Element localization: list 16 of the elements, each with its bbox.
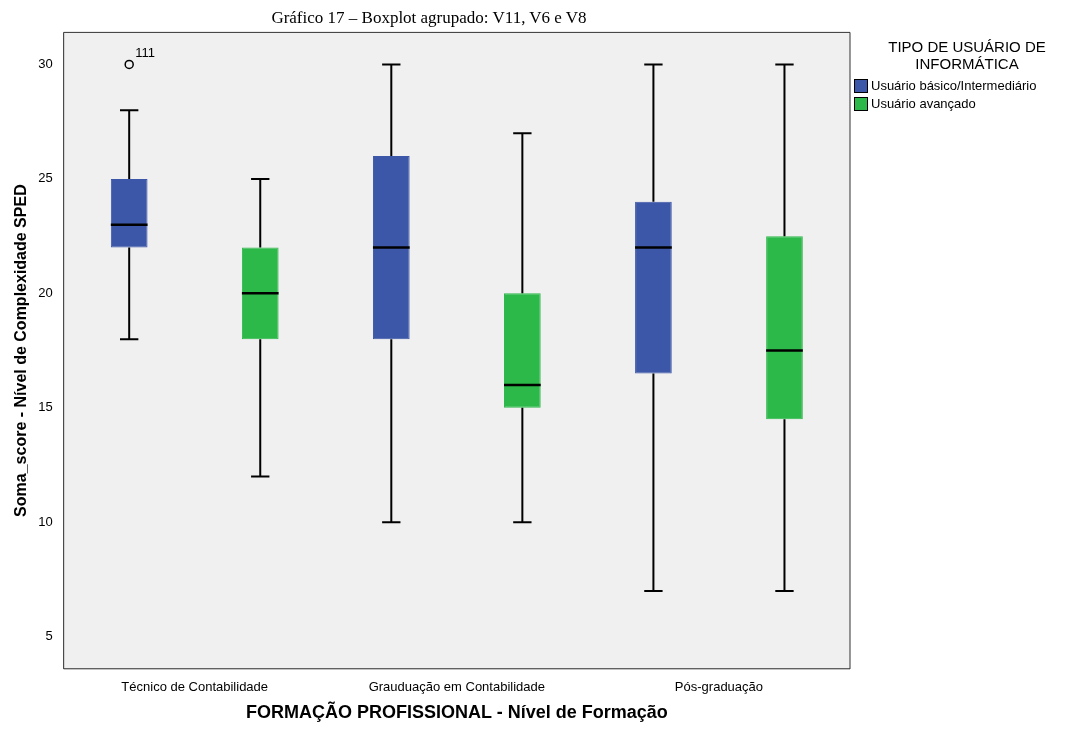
y-axis-title: Soma_score - Nível de Complexidade SPED: [12, 184, 30, 517]
y-tick-label: 10: [38, 513, 53, 529]
legend-label: Usuário avançado: [871, 96, 976, 111]
chart-title: Gráfico 17 – Boxplot agrupado: V11, V6 e V8: [271, 7, 587, 27]
legend-title: TIPO DE USUÁRIO DE INFORMÁTICA: [887, 38, 1047, 72]
y-tick-label: 5: [45, 628, 53, 644]
x-tick-label: Grauduação em Contabilidade: [368, 679, 545, 695]
x-tick-label: Pós-graduação: [674, 679, 764, 695]
x-axis-title: FORMAÇÃO PROFISSIONAL - Nível de Formação: [245, 701, 668, 723]
y-tick-label: 30: [38, 56, 53, 72]
annotation: 111: [135, 44, 155, 60]
x-tick-label: Técnico de Contabilidade: [121, 679, 269, 695]
y-tick-label: 15: [38, 399, 53, 415]
y-tick-label: 25: [38, 170, 53, 186]
legend-label: Usuário básico/Intermediário: [871, 78, 1037, 93]
y-tick-label: 20: [38, 284, 53, 300]
